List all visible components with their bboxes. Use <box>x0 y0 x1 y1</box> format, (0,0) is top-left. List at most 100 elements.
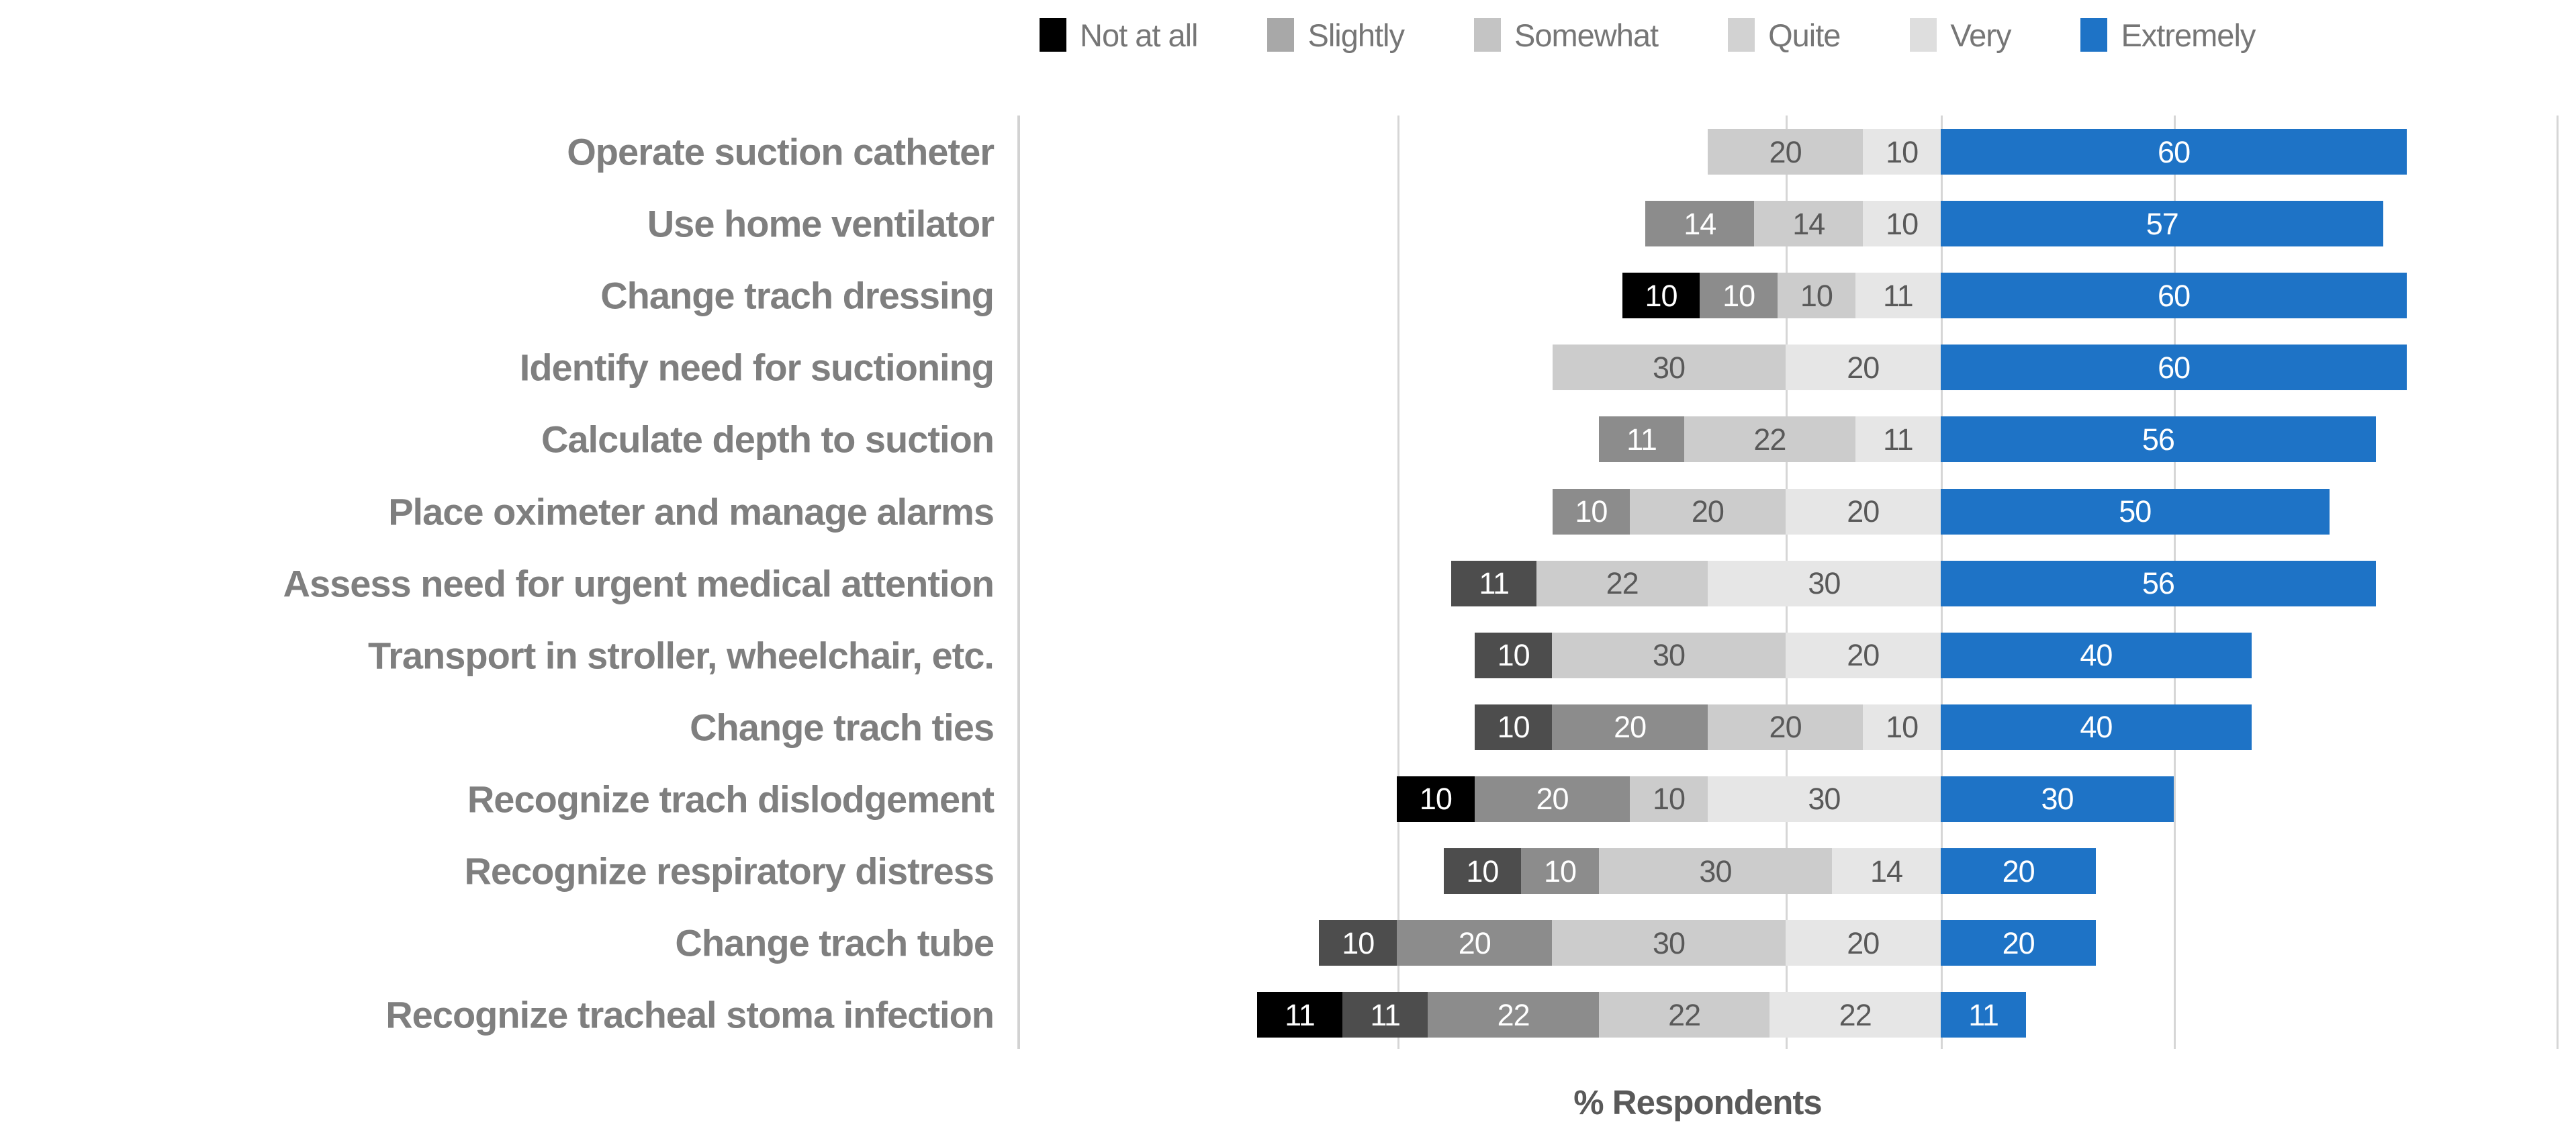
bar-value-label: 20 <box>1847 350 1880 385</box>
bar-segment-extremely: 20 <box>1940 920 2097 966</box>
bar-segment-extremely: 11 <box>1940 992 2027 1038</box>
legend-swatch-icon <box>1474 18 1501 52</box>
category-label: Change trach dressing <box>600 274 995 317</box>
bar-segment-very: 11 <box>1855 273 1941 319</box>
bar-row: 10 20 20 50 <box>1552 488 2330 535</box>
bar-value-label: 11 <box>1370 997 1401 1032</box>
bar-segment-quite: 14 <box>1754 201 1864 247</box>
bar-value-label: 60 <box>2158 134 2191 169</box>
y-axis-line <box>1017 116 1020 1049</box>
bar-segment-quite: 30 <box>1552 632 1786 678</box>
bar-value-label: 11 <box>1882 278 1914 313</box>
bar-row: 10 30 20 40 <box>1474 632 2252 678</box>
bar-value-label: 11 <box>1626 422 1657 457</box>
bar-value-label: 30 <box>1699 854 1732 888</box>
bar-row: 10 20 20 10 40 <box>1474 704 2252 750</box>
bar-value-label: 56 <box>2142 566 2175 601</box>
bar-value-label: 30 <box>1653 925 1686 960</box>
bar-segment-extremely: 56 <box>1940 416 2376 463</box>
bar-segment-slightly: 11 <box>1342 992 1428 1038</box>
category-label: Recognize respiratory distress <box>464 850 995 893</box>
bar-value-label: 30 <box>1653 638 1686 673</box>
bar-segment-somewhat: 11 <box>1598 416 1685 463</box>
bar-value-label: 40 <box>2080 710 2113 745</box>
category-label: Place oximeter and manage alarms <box>388 490 995 533</box>
bar-value-label: 20 <box>1458 925 1491 960</box>
bar-segment-very: 20 <box>1785 632 1941 678</box>
bar-value-label: 10 <box>1497 638 1530 673</box>
bar-segment-quite: 10 <box>1630 776 1708 822</box>
bar-value-label: 30 <box>1808 782 1841 817</box>
bar-value-label: 22 <box>1497 997 1530 1032</box>
bar-segment-very: 10 <box>1863 201 1941 247</box>
bar-segment-extremely: 60 <box>1940 129 2407 175</box>
bar-value-label: 10 <box>1886 134 1919 169</box>
bar-segment-quite: 20 <box>1707 704 1864 750</box>
legend-item-extremely: Extremely <box>2080 17 2256 54</box>
legend-item-quite: Quite <box>1728 17 1841 54</box>
legend-item-not-at-all: Not at all <box>1040 17 1198 54</box>
bar-segment-quite: 20 <box>1630 488 1786 535</box>
bar-segment-quite: 30 <box>1552 345 1786 391</box>
bar-segment-extremely: 40 <box>1940 704 2252 750</box>
bar-value-label: 10 <box>1342 925 1375 960</box>
bar-segment-very: 20 <box>1785 920 1941 966</box>
bar-segment-slightly: 10 <box>1474 704 1553 750</box>
bar-value-label: 20 <box>2002 854 2035 888</box>
bar-value-label: 22 <box>1839 997 1872 1032</box>
bar-segment-extremely: 60 <box>1941 345 2407 391</box>
bar-value-label: 20 <box>2002 925 2035 960</box>
category-label: Change trach ties <box>690 706 995 749</box>
legend-label: Extremely <box>2121 17 2256 53</box>
bar-value-label: 20 <box>1847 925 1880 960</box>
bar-value-label: 22 <box>1606 566 1639 601</box>
bar-segment-slightly: 10 <box>1443 848 1522 894</box>
bar-row: 10 20 30 20 20 <box>1319 920 2097 966</box>
bar-value-label: 14 <box>1684 206 1716 241</box>
bar-segment-very: 30 <box>1707 776 1941 822</box>
bar-segment-somewhat: 22 <box>1428 992 1599 1038</box>
bar-segment-quite: 22 <box>1598 992 1770 1038</box>
bar-segment-not-at-all: 10 <box>1397 776 1475 822</box>
bar-value-label: 10 <box>1544 854 1577 888</box>
bar-segment-very: 20 <box>1785 488 1941 535</box>
bar-segment-not-at-all: 11 <box>1256 992 1343 1038</box>
bar-value-label: 14 <box>1792 206 1825 241</box>
gridline <box>2557 116 2559 1049</box>
legend-swatch-icon <box>1910 18 1937 52</box>
bar-segment-extremely: 30 <box>1940 776 2174 822</box>
legend-swatch-icon <box>2080 18 2108 52</box>
bar-value-label: 40 <box>2080 638 2113 673</box>
bar-value-label: 20 <box>1847 638 1880 673</box>
bar-segment-very: 30 <box>1707 560 1941 606</box>
category-label: Change trach tube <box>675 921 995 964</box>
bar-segment-quite: 20 <box>1707 129 1864 175</box>
legend-label: Somewhat <box>1514 17 1659 53</box>
bar-value-label: 11 <box>1968 997 1999 1032</box>
bar-value-label: 30 <box>2041 782 2074 817</box>
bar-value-label: 20 <box>1614 710 1647 745</box>
bar-row: 10 10 30 14 20 <box>1443 848 2097 894</box>
bar-segment-extremely: 40 <box>1940 632 2252 678</box>
bar-segment-somewhat: 20 <box>1397 920 1553 966</box>
bar-value-label: 22 <box>1753 422 1786 457</box>
bar-segment-quite: 22 <box>1536 560 1708 606</box>
bar-segment-quite: 10 <box>1778 273 1855 319</box>
bar-segment-very: 22 <box>1769 992 1941 1038</box>
chart-legend: Not at all Slightly Somewhat Quite Very Extre… <box>1040 15 2256 55</box>
bar-value-label: 10 <box>1886 710 1919 745</box>
bar-segment-somewhat: 14 <box>1645 201 1755 247</box>
legend-item-very: Very <box>1910 17 2011 54</box>
bar-value-label: 11 <box>1479 566 1510 601</box>
bar-value-label: 10 <box>1497 710 1530 745</box>
category-label: Recognize trach dislodgement <box>467 778 995 821</box>
bar-value-label: 50 <box>2119 494 2152 529</box>
bar-segment-quite: 22 <box>1684 416 1855 463</box>
bar-value-label: 10 <box>1466 854 1499 888</box>
category-label: Operate suction catheter <box>567 130 995 173</box>
bar-value-label: 20 <box>1691 494 1724 529</box>
bar-row: 11 22 11 56 <box>1598 416 2376 463</box>
bar-value-label: 20 <box>1769 134 1802 169</box>
